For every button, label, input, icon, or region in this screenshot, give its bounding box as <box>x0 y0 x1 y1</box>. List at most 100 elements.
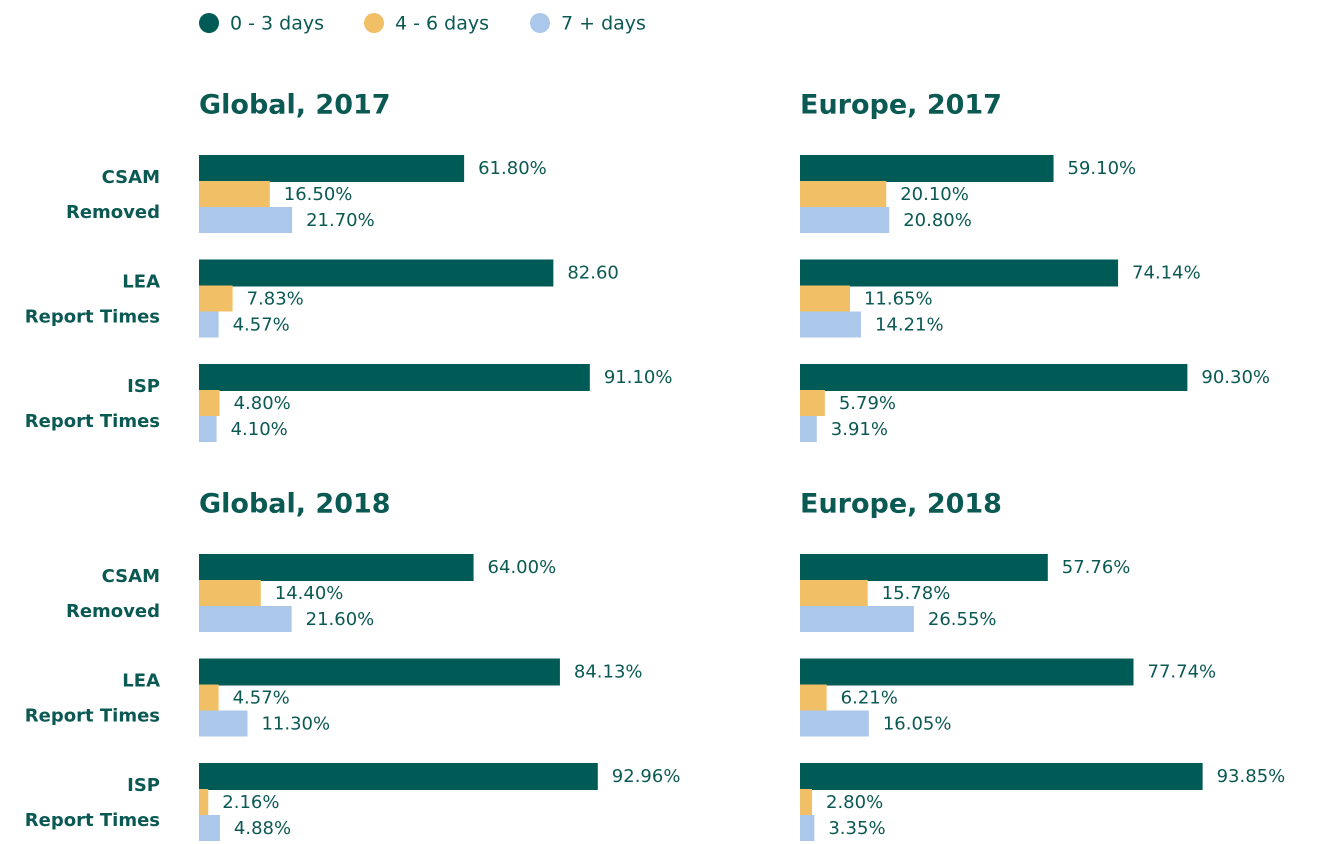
value-label: 5.79% <box>839 393 896 414</box>
category-line: LEA <box>122 272 160 293</box>
category-line: Report Times <box>25 810 160 831</box>
bar <box>800 259 1119 287</box>
bar <box>199 710 248 737</box>
value-label: 16.05% <box>883 714 952 735</box>
legend-swatch <box>364 13 384 33</box>
category-line: ISP <box>127 376 160 397</box>
value-label: 77.74% <box>1148 662 1217 683</box>
bar <box>199 684 219 711</box>
chart-title: Global, 2018 <box>199 489 391 520</box>
category-line: Removed <box>66 202 160 223</box>
value-label: 57.76% <box>1062 557 1131 578</box>
category-line: Removed <box>66 601 160 622</box>
value-label: 84.13% <box>574 662 643 683</box>
bar <box>199 658 560 686</box>
value-label: 91.10% <box>604 367 673 388</box>
value-label: 4.10% <box>231 419 288 440</box>
legend-label: 0 - 3 days <box>230 13 324 35</box>
category-line: CSAM <box>102 566 160 587</box>
category-line: Report Times <box>25 307 160 328</box>
value-label: 15.78% <box>882 583 951 604</box>
legend-swatch <box>199 13 219 33</box>
category-line: ISP <box>127 775 160 796</box>
bar <box>800 684 827 711</box>
value-label: 2.16% <box>222 792 279 813</box>
legend-label: 7 + days <box>561 13 646 35</box>
bar <box>800 390 825 416</box>
bar <box>199 580 261 606</box>
bar <box>800 789 813 815</box>
category-line: Report Times <box>25 706 160 727</box>
value-label: 90.30% <box>1201 367 1270 388</box>
value-label: 64.00% <box>488 557 557 578</box>
bar <box>199 554 474 581</box>
value-label: 21.60% <box>306 609 375 630</box>
bar <box>800 815 815 841</box>
category-label: CSAM Removed <box>66 566 160 622</box>
bar <box>199 181 270 207</box>
bar <box>800 364 1188 391</box>
value-label: 7.83% <box>247 289 304 310</box>
bar <box>800 155 1054 182</box>
bar <box>199 789 209 815</box>
bar <box>199 606 292 632</box>
category-label: LEA Report Times <box>25 272 160 328</box>
value-label: 20.80% <box>903 210 972 231</box>
bar <box>199 416 217 442</box>
value-label: 4.57% <box>233 688 290 709</box>
category-label: ISP Report Times <box>25 775 160 831</box>
bar <box>199 364 590 391</box>
bar <box>800 710 869 737</box>
bar <box>800 207 890 233</box>
bar <box>800 763 1203 790</box>
value-label: 2.80% <box>826 792 883 813</box>
value-label: 92.96% <box>612 766 681 787</box>
chart-title: Europe, 2018 <box>800 489 1002 520</box>
chart-title: Global, 2017 <box>199 90 391 121</box>
bar <box>800 580 868 606</box>
value-label: 93.85% <box>1217 766 1286 787</box>
bar <box>199 259 554 287</box>
value-label: 6.21% <box>841 688 898 709</box>
value-label: 16.50% <box>284 184 353 205</box>
value-label: 4.88% <box>234 818 291 839</box>
value-label: 3.35% <box>828 818 885 839</box>
value-label: 11.30% <box>261 714 330 735</box>
value-label: 3.91% <box>831 419 888 440</box>
value-label: 21.70% <box>306 210 375 231</box>
category-line: CSAM <box>102 167 160 188</box>
category-line: Report Times <box>25 411 160 432</box>
bar <box>800 311 861 338</box>
legend-label: 4 - 6 days <box>395 13 489 35</box>
bar <box>199 815 220 841</box>
value-label: 11.65% <box>864 289 933 310</box>
value-label: 20.10% <box>900 184 969 205</box>
category-label: ISP Report Times <box>25 376 160 432</box>
bar <box>800 606 914 632</box>
value-label: 4.80% <box>234 393 291 414</box>
category-label: LEA Report Times <box>25 671 160 727</box>
bar <box>800 285 850 312</box>
bar <box>800 181 887 207</box>
bar <box>199 285 233 312</box>
bar <box>800 658 1134 686</box>
value-label: 14.40% <box>275 583 344 604</box>
bar <box>199 155 465 182</box>
bar <box>199 763 598 790</box>
bar <box>800 416 817 442</box>
bar <box>199 207 293 233</box>
value-label: 14.21% <box>875 315 944 336</box>
value-label: 82.60 <box>567 263 619 284</box>
category-line: LEA <box>122 671 160 692</box>
value-label: 59.10% <box>1068 158 1137 179</box>
bar <box>800 554 1048 581</box>
category-label: CSAM Removed <box>66 167 160 223</box>
value-label: 4.57% <box>233 315 290 336</box>
value-label: 74.14% <box>1132 263 1201 284</box>
legend-swatch <box>530 13 550 33</box>
bar <box>199 390 220 416</box>
value-label: 26.55% <box>928 609 997 630</box>
bar <box>199 311 219 338</box>
value-label: 61.80% <box>478 158 547 179</box>
